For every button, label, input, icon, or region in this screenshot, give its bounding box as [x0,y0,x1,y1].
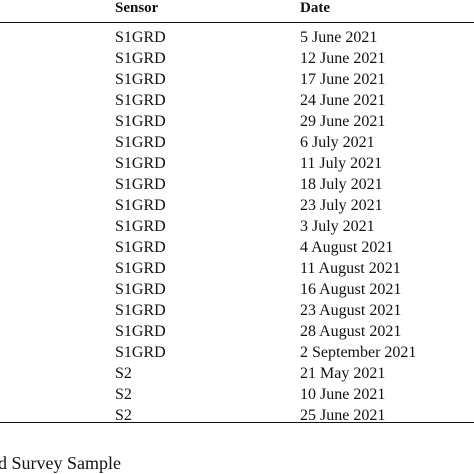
table-row: S1GRD 3 July 2021 [0,216,474,237]
table-row: S1GRD 18 July 2021 [0,174,474,195]
cell-sensor: S2 [115,365,132,382]
table-row: S1GRD 16 August 2021 [0,279,474,300]
column-header-sensor: Sensor [115,0,159,16]
table-row: S1GRD 12 June 2021 [0,48,474,69]
section-heading: d Survey Sample [0,453,121,473]
table-row: S1GRD 28 August 2021 [0,321,474,342]
table-row: S1GRD 2 September 2021 [0,342,474,363]
table-row: S1GRD 4 August 2021 [0,237,474,258]
cell-date: 5 June 2021 [300,29,378,46]
cell-sensor: S1GRD [115,92,166,109]
cell-date: 3 July 2021 [300,218,375,235]
cell-date: 4 August 2021 [300,239,394,256]
cell-sensor: S1GRD [115,155,166,172]
table-header-rule [0,22,474,23]
table-row: S1GRD 6 July 2021 [0,132,474,153]
table-body: S1GRD 5 June 2021 S1GRD 12 June 2021 S1GRD 17… [0,27,474,426]
cell-date: 23 August 2021 [300,302,402,319]
cell-date: 24 June 2021 [300,92,386,109]
cell-date: 12 June 2021 [300,50,386,67]
cell-sensor: S1GRD [115,344,166,361]
table-row: S1GRD 23 August 2021 [0,300,474,321]
cell-date: 16 August 2021 [300,281,402,298]
cell-date: 10 June 2021 [300,386,386,403]
cell-date: 17 June 2021 [300,71,386,88]
table-row: S1GRD 29 June 2021 [0,111,474,132]
table-row: S2 10 June 2021 [0,384,474,405]
table-row: S1GRD 11 July 2021 [0,153,474,174]
cell-sensor: S1GRD [115,323,166,340]
table-row: S1GRD 5 June 2021 [0,27,474,48]
cell-date: 21 May 2021 [300,365,386,382]
table-row: S1GRD 23 July 2021 [0,195,474,216]
table-bottom-rule [0,422,474,423]
cell-sensor: S1GRD [115,176,166,193]
table-row: S2 21 May 2021 [0,363,474,384]
cell-date: 25 June 2021 [300,407,386,424]
table-row: S2 25 June 2021 [0,405,474,426]
cell-date: 18 July 2021 [300,176,383,193]
cell-date: 11 August 2021 [300,260,401,277]
table-row: S1GRD 17 June 2021 [0,69,474,90]
cell-sensor: S1GRD [115,260,166,277]
cell-date: 11 July 2021 [300,155,383,172]
cell-sensor: S1GRD [115,134,166,151]
column-header-date: Date [300,0,330,16]
cell-sensor: S1GRD [115,197,166,214]
cell-sensor: S1GRD [115,218,166,235]
cell-sensor: S1GRD [115,113,166,130]
cell-sensor: S2 [115,407,132,424]
table-row: S1GRD 11 August 2021 [0,258,474,279]
table-row: S1GRD 24 June 2021 [0,90,474,111]
cell-sensor: S1GRD [115,50,166,67]
cell-date: 23 July 2021 [300,197,383,214]
cell-sensor: S1GRD [115,302,166,319]
cell-date: 2 September 2021 [300,344,417,361]
cell-date: 28 August 2021 [300,323,402,340]
cell-sensor: S2 [115,386,132,403]
cell-sensor: S1GRD [115,29,166,46]
cell-sensor: S1GRD [115,71,166,88]
cell-sensor: S1GRD [115,239,166,256]
cell-sensor: S1GRD [115,281,166,298]
cell-date: 29 June 2021 [300,113,386,130]
cell-date: 6 July 2021 [300,134,375,151]
